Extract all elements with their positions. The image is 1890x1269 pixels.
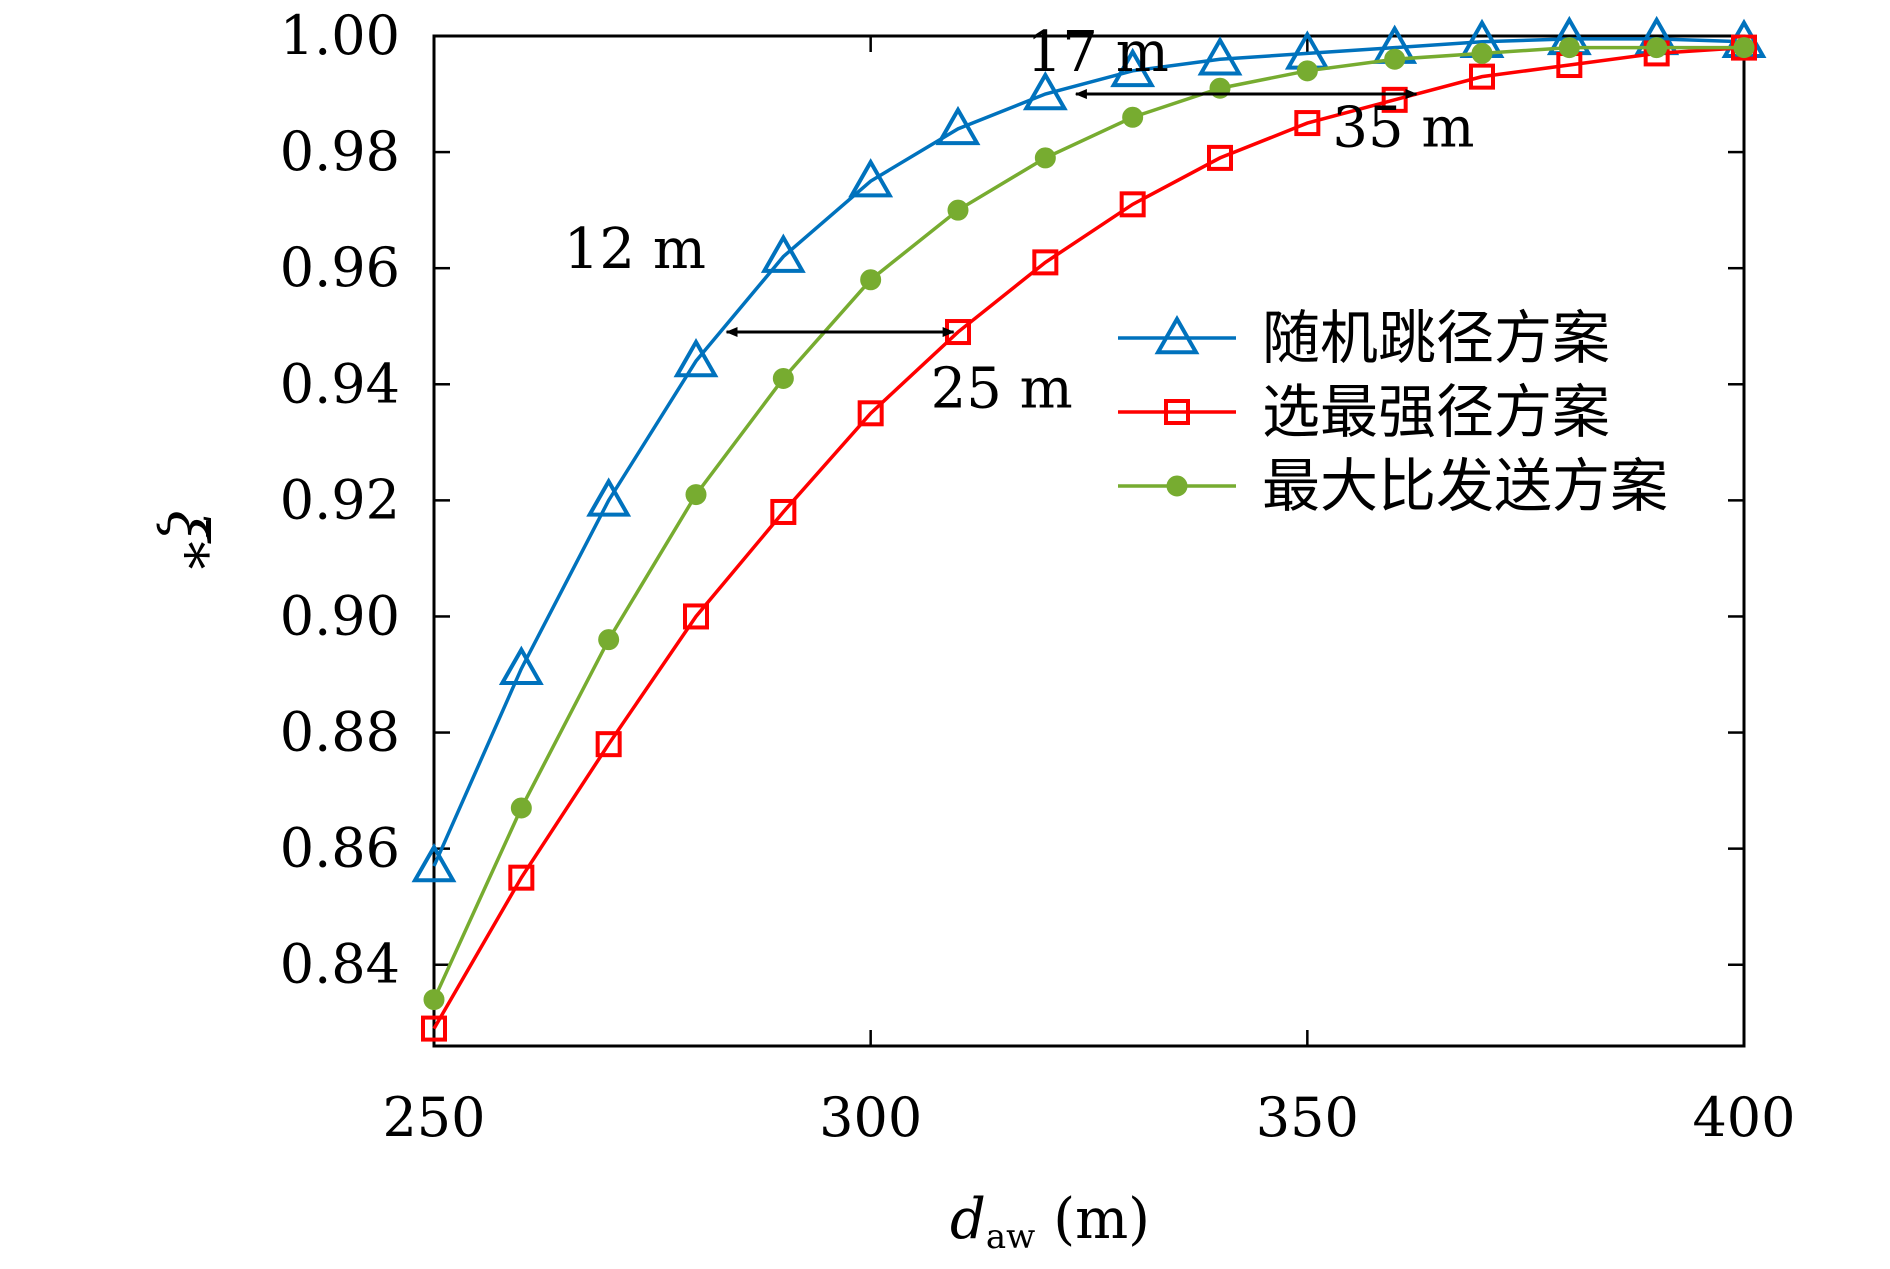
data-point-circle (685, 484, 707, 506)
x-axis-label: daw (m) (950, 1187, 1150, 1257)
data-point-circle (860, 269, 882, 291)
data-point-square (1207, 144, 1233, 171)
data-point-circle (598, 629, 620, 651)
data-point-square (770, 498, 797, 525)
data-point-square (1381, 86, 1408, 113)
annotation-label: 35 m (1332, 95, 1474, 160)
data-point-circle (423, 989, 445, 1011)
data-point-circle (510, 797, 532, 819)
data-point-triangle (1022, 71, 1068, 111)
data-point-square (595, 731, 622, 758)
series-line-triangle (432, 37, 1745, 867)
x-tick-label: 400 (1692, 1086, 1795, 1149)
data-point-circle (1122, 106, 1144, 128)
data-point-triangle (760, 233, 806, 273)
legend-marker (1166, 475, 1188, 497)
y-axis-label: ξ̄* (154, 511, 219, 570)
data-point-square (1469, 63, 1495, 90)
data-point-square (1119, 191, 1146, 218)
data-point-square (1032, 249, 1059, 276)
data-point-triangle (1110, 47, 1156, 88)
data-point-circle (1558, 37, 1580, 59)
data-point-circle (1384, 48, 1406, 70)
y-tick-label: 0.96 (280, 236, 400, 299)
x-axis-label-sub: aw (986, 1217, 1035, 1257)
data-point-triangle (411, 843, 457, 883)
data-point-square (421, 1015, 447, 1042)
annotation-label: 17 m (1027, 20, 1169, 85)
data-point-circle (1471, 42, 1493, 64)
y-tick-label: 0.94 (280, 352, 400, 415)
data-point-circle (1034, 147, 1056, 169)
data-point-square (1294, 110, 1321, 137)
data-point-circle (772, 367, 794, 389)
x-tick-label: 250 (382, 1086, 485, 1149)
y-tick-label: 0.98 (280, 120, 400, 183)
data-point-circle (1733, 37, 1755, 59)
plot-area (411, 15, 1767, 1048)
legend-marker (1154, 314, 1200, 355)
series-line-circle (432, 45, 1744, 1001)
annotation-label: 25 m (931, 356, 1073, 421)
annotation-label: 12 m (564, 217, 706, 282)
legend-label: 随机跳径方案 (1262, 304, 1610, 372)
y-tick-label: 0.84 (280, 933, 400, 996)
plot-frame (432, 34, 1746, 1048)
data-point-square (857, 400, 884, 427)
data-point-square (508, 864, 535, 891)
data-point-triangle (935, 105, 981, 146)
annotations: 12 m 25 m 17 m 35 m (564, 20, 1475, 422)
data-point-triangle (498, 645, 544, 685)
legend-label: 选最强径方案 (1262, 378, 1610, 446)
series-line-square (432, 45, 1745, 1030)
data-point-triangle (586, 477, 632, 517)
y-tick-label: 0.92 (280, 468, 400, 531)
y-tick-label: 0.86 (280, 817, 400, 880)
data-point-triangle (1197, 36, 1243, 76)
y-tick-label: 0.88 (280, 701, 400, 764)
data-point-circle (1296, 60, 1318, 82)
legend-marker (1164, 399, 1190, 425)
y-tick-label: 0.90 (280, 584, 400, 647)
legend-label: 最大比发送方案 (1262, 452, 1668, 520)
data-point-circle (1646, 37, 1668, 59)
tick-labels: 250 300 350 400 0.84 0.86 0.88 0.90 0.92 0.94 0.96… (280, 4, 1796, 1149)
x-axis-label-unit: (m) (1053, 1187, 1150, 1252)
data-point-circle (947, 199, 969, 221)
data-point-triangle (673, 338, 719, 378)
x-tick-label: 350 (1256, 1086, 1359, 1149)
x-axis-label-main: d (950, 1187, 986, 1252)
y-tick-label: 1.00 (280, 4, 400, 67)
data-point-triangle (848, 158, 894, 198)
x-tick-label: 300 (819, 1086, 922, 1149)
data-point-square (683, 603, 709, 630)
